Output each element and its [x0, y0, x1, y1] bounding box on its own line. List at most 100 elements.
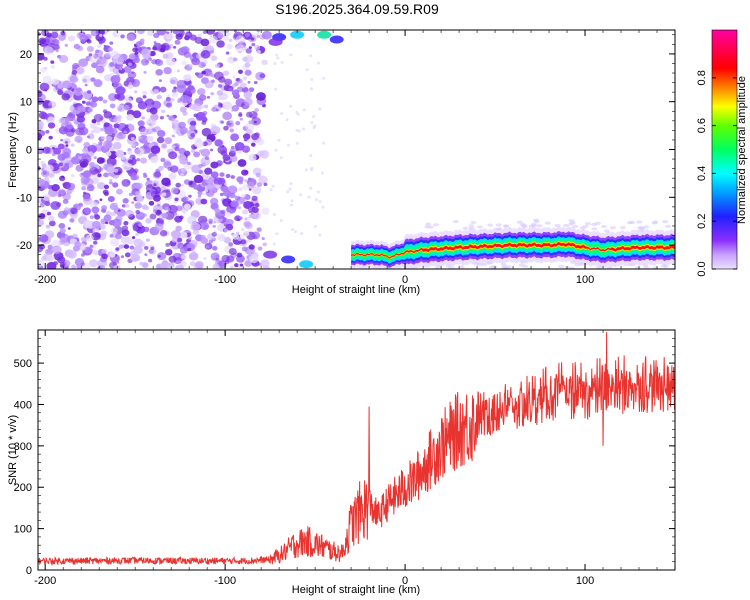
- noise-speckle: [238, 112, 242, 115]
- noise-speckle: [123, 130, 128, 134]
- noise-speckle: [183, 74, 192, 82]
- noise-speckle: [46, 254, 55, 262]
- noise-speckle: [214, 139, 223, 147]
- band-halo: [532, 218, 539, 222]
- faint-dot: [276, 56, 280, 60]
- noise-speckle: [202, 30, 207, 35]
- noise-speckle: [110, 212, 116, 217]
- noise-speckle: [205, 245, 210, 249]
- band-halo: [591, 227, 598, 231]
- noise-speckle: [154, 171, 161, 178]
- noise-speckle: [139, 261, 144, 266]
- noise-speckle: [113, 207, 122, 215]
- noise-speckle: [168, 172, 177, 180]
- noise-speckle: [152, 46, 158, 51]
- noise-speckle: [261, 237, 265, 241]
- band-halo: [568, 222, 575, 226]
- noise-speckle: [100, 230, 108, 237]
- noise-speckle: [243, 90, 253, 99]
- noise-speckle: [143, 172, 147, 176]
- noise-speckle: [130, 136, 135, 141]
- noise-speckle: [128, 53, 136, 60]
- faint-dot: [279, 156, 283, 160]
- noise-speckle: [38, 178, 46, 186]
- noise-speckle: [146, 177, 150, 181]
- noise-speckle: [134, 142, 138, 146]
- noise-speckle: [229, 265, 234, 269]
- noise-speckle: [104, 52, 112, 58]
- noise-speckle: [256, 182, 263, 187]
- noise-speckle: [177, 153, 187, 161]
- band-halo: [574, 263, 581, 267]
- noise-speckle: [123, 65, 132, 73]
- noise-speckle: [224, 78, 233, 86]
- noise-speckle: [154, 223, 164, 232]
- noise-speckle: [255, 92, 266, 101]
- noise-speckle: [110, 50, 120, 59]
- noise-speckle: [38, 147, 42, 153]
- noise-speckle: [178, 215, 184, 220]
- noise-speckle: [103, 214, 112, 222]
- faint-dot: [304, 168, 308, 172]
- band-halo: [455, 269, 461, 272]
- noise-speckle: [97, 96, 104, 102]
- noise-speckle: [57, 83, 64, 89]
- noise-speckle: [138, 223, 143, 227]
- faint-dot: [302, 127, 306, 131]
- noise-speckle: [93, 126, 101, 134]
- noise-speckle: [172, 30, 181, 35]
- noise-speckle: [261, 30, 272, 40]
- noise-speckle: [84, 35, 89, 40]
- noise-speckle: [67, 250, 77, 259]
- noise-speckle: [256, 50, 261, 54]
- noise-speckle: [217, 33, 224, 39]
- noise-speckle: [94, 232, 101, 239]
- noise-speckle: [159, 47, 166, 53]
- noise-speckle: [89, 259, 99, 268]
- noise-speckle: [137, 120, 145, 127]
- noise-speckle: [134, 148, 141, 155]
- noise-speckle: [191, 57, 201, 66]
- noise-speckle: [217, 30, 225, 35]
- noise-speckle: [235, 35, 246, 44]
- noise-speckle: [99, 198, 103, 202]
- noise-speckle: [239, 117, 243, 121]
- noise-speckle: [248, 87, 255, 93]
- colorbar-tick-label: 0.8: [696, 70, 708, 85]
- noise-speckle: [165, 52, 174, 59]
- noise-speckle: [87, 107, 94, 113]
- band-halo: [669, 270, 675, 273]
- noise-speckle: [261, 59, 268, 66]
- noise-speckle: [229, 119, 234, 124]
- noise-speckle: [69, 218, 75, 223]
- noise-speckle: [39, 202, 45, 208]
- noise-speckle: [88, 151, 93, 155]
- noise-speckle: [81, 75, 92, 84]
- band-halo: [530, 224, 537, 228]
- band-halo: [665, 224, 672, 229]
- band-halo: [468, 271, 474, 274]
- noise-speckle: [42, 193, 51, 201]
- noise-speckle: [190, 132, 196, 138]
- noise-speckle: [113, 264, 121, 269]
- noise-speckle: [188, 194, 192, 198]
- noise-speckle: [134, 54, 139, 59]
- noise-speckle: [60, 30, 66, 36]
- noise-speckle: [248, 153, 257, 162]
- noise-speckle: [74, 135, 83, 143]
- y-tick-label: 200: [14, 482, 32, 494]
- noise-speckle: [155, 59, 164, 67]
- noise-speckle: [74, 241, 82, 248]
- noise-speckle: [189, 261, 196, 267]
- noise-speckle: [160, 143, 168, 149]
- noise-speckle: [78, 58, 89, 67]
- noise-speckle: [193, 151, 201, 158]
- noise-speckle: [42, 146, 51, 154]
- noise-speckle: [248, 244, 255, 250]
- colorbar-gradient: [711, 29, 738, 270]
- edge-blob: [263, 250, 278, 259]
- faint-dot: [312, 126, 316, 130]
- noise-speckle: [168, 115, 176, 122]
- noise-speckle: [163, 66, 172, 75]
- noise-speckle: [128, 82, 132, 85]
